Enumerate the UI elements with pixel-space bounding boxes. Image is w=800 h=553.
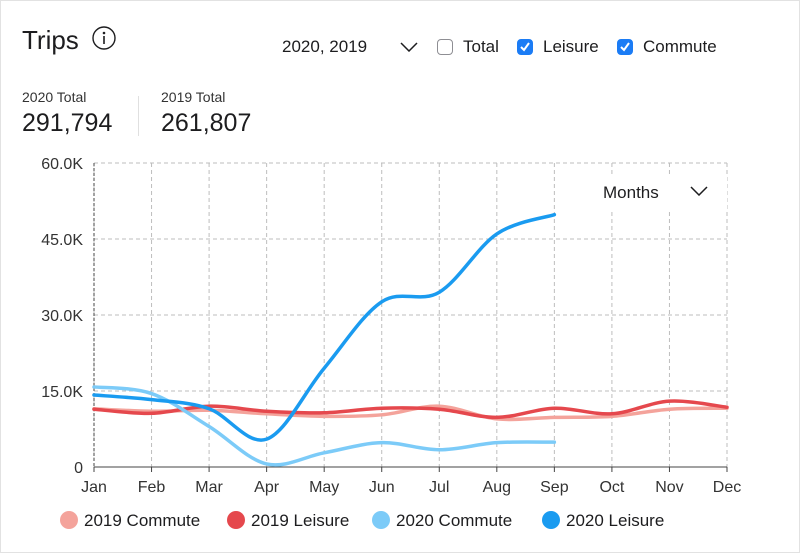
stat-2019-value: 261,807 — [161, 109, 252, 137]
x-tick-label: Mar — [195, 479, 223, 496]
y-tick-label: 60.0K — [41, 156, 83, 173]
info-icon[interactable] — [92, 26, 116, 50]
x-tick-label: Sep — [540, 479, 569, 496]
stats-divider — [138, 96, 139, 136]
x-tick-label: Jun — [369, 479, 395, 496]
checkmark-icon — [620, 42, 630, 52]
period-selector[interactable]: 2020, 2019 — [282, 37, 368, 56]
x-tick-label: Dec — [713, 479, 741, 496]
x-tick-label: May — [309, 479, 339, 496]
x-tick-label: Aug — [483, 479, 511, 496]
y-tick-label: 30.0K — [41, 308, 83, 325]
series-line-2020-leisure — [92, 212, 557, 442]
legend-label: 2019 Leisure — [251, 511, 350, 530]
leisure-checkbox-label[interactable]: Leisure — [543, 37, 599, 56]
legend-label: 2020 Commute — [396, 511, 513, 530]
commute-checkbox[interactable] — [617, 39, 633, 55]
stat-2020-label: 2020 Total — [22, 89, 87, 105]
leisure-checkbox[interactable] — [517, 39, 533, 55]
x-tick-label: Jul — [429, 479, 449, 496]
x-tick-label: Oct — [599, 479, 624, 496]
legend-swatch — [227, 511, 245, 529]
legend-swatch — [60, 511, 78, 529]
total-checkbox-label[interactable]: Total — [463, 37, 499, 56]
x-tick-label: Apr — [254, 479, 280, 496]
commute-checkbox-label[interactable]: Commute — [643, 37, 717, 56]
y-tick-label: 45.0K — [41, 232, 83, 249]
granularity-selector[interactable] — [555, 176, 727, 210]
x-tick-label: Nov — [655, 479, 683, 496]
card-title: Trips — [22, 25, 79, 55]
granularity-label[interactable]: Months — [603, 183, 659, 202]
legend-label: 2019 Commute — [84, 511, 201, 530]
x-tick-label: Feb — [138, 479, 166, 496]
legend-label: 2020 Leisure — [566, 511, 665, 530]
y-tick-label: 0 — [74, 460, 83, 477]
x-tick-label: Jan — [81, 479, 107, 496]
trips-line-chart: 0 15.0K 30.0K 45.0K 60.0K Jan Feb Mar Apr May Jun J… — [41, 156, 741, 496]
y-tick-label: 15.0K — [41, 384, 83, 401]
checkmark-icon — [520, 42, 530, 52]
stat-2019-label: 2019 Total — [161, 89, 226, 105]
stat-2020-value: 291,794 — [22, 109, 113, 137]
chevron-down-icon[interactable] — [690, 186, 708, 196]
chevron-down-icon[interactable] — [400, 42, 418, 52]
total-checkbox[interactable] — [437, 39, 453, 55]
legend-swatch — [372, 511, 390, 529]
legend-swatch — [542, 511, 560, 529]
